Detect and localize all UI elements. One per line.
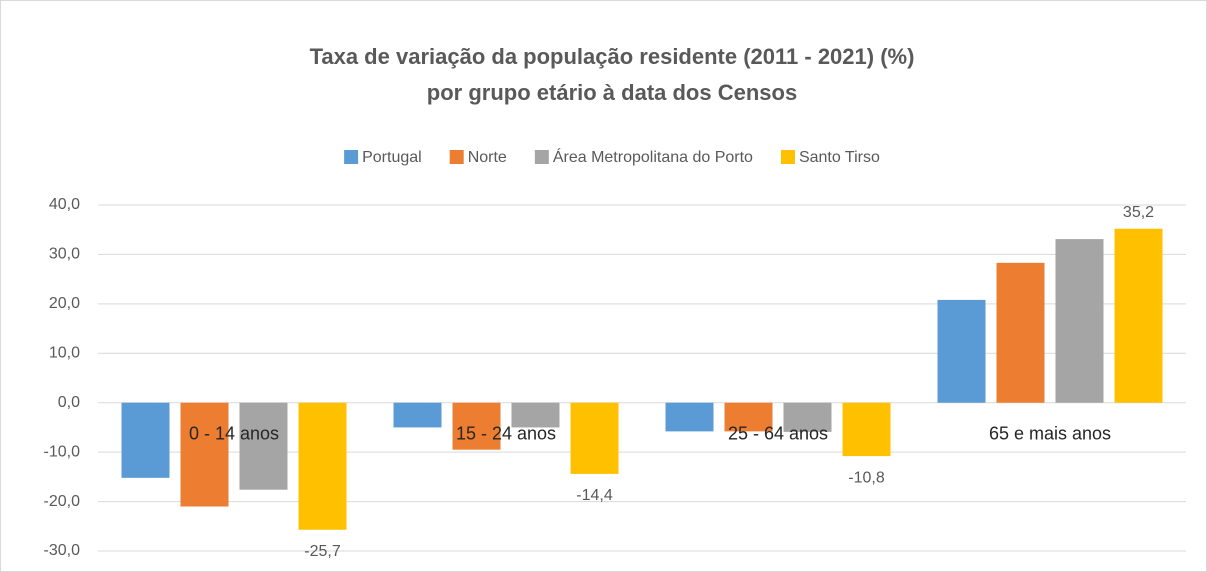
legend-swatch: [780, 150, 795, 164]
y-tick-label: 40,0: [49, 196, 80, 213]
legend-label: Portugal: [362, 149, 422, 166]
bar: [996, 262, 1045, 403]
bar: [570, 402, 619, 474]
legend-swatch: [449, 150, 464, 164]
bar: [665, 402, 714, 432]
legend-label: Norte: [468, 149, 507, 166]
chart-title: Taxa de variação da população residente …: [310, 44, 915, 69]
x-tick-label: 0 - 14 anos: [189, 423, 279, 443]
y-tick-label: -20,0: [44, 493, 81, 510]
legend: Portugal Norte Área Metropolitana do Porto…: [344, 147, 880, 166]
bar: [1055, 239, 1104, 403]
chart-title: por grupo etário à data dos Censos: [427, 80, 797, 105]
y-tick-label: 10,0: [49, 345, 80, 362]
bar: [724, 402, 773, 432]
bar: [298, 402, 347, 530]
bar: [842, 402, 891, 457]
data-label: -10,8: [848, 469, 885, 486]
bar: [1114, 228, 1163, 403]
data-label: 35,2: [1123, 204, 1154, 221]
bar: [180, 402, 229, 507]
y-tick-label: 0,0: [58, 394, 80, 411]
bar: [121, 402, 170, 478]
legend-swatch: [344, 150, 359, 164]
data-label: -14,4: [576, 487, 613, 504]
x-tick-label: 15 - 24 anos: [456, 423, 556, 443]
bar: [937, 299, 986, 403]
y-tick-label: 20,0: [49, 295, 80, 312]
x-tick-label: 65 e mais anos: [989, 423, 1111, 443]
legend-label: Santo Tirso: [799, 149, 880, 166]
legend-label: Área Metropolitana do Porto: [553, 147, 753, 166]
y-tick-label: -30,0: [44, 542, 81, 559]
data-label: -25,7: [304, 543, 341, 560]
bar: [783, 402, 832, 432]
bar: [239, 402, 288, 490]
x-tick-label: 25 - 64 anos: [728, 423, 828, 443]
bar: [452, 402, 501, 450]
y-tick-label: -10,0: [44, 443, 81, 460]
y-tick-label: 30,0: [49, 246, 80, 263]
bar: [393, 402, 442, 428]
bar: [511, 402, 560, 428]
legend-swatch: [534, 150, 549, 164]
